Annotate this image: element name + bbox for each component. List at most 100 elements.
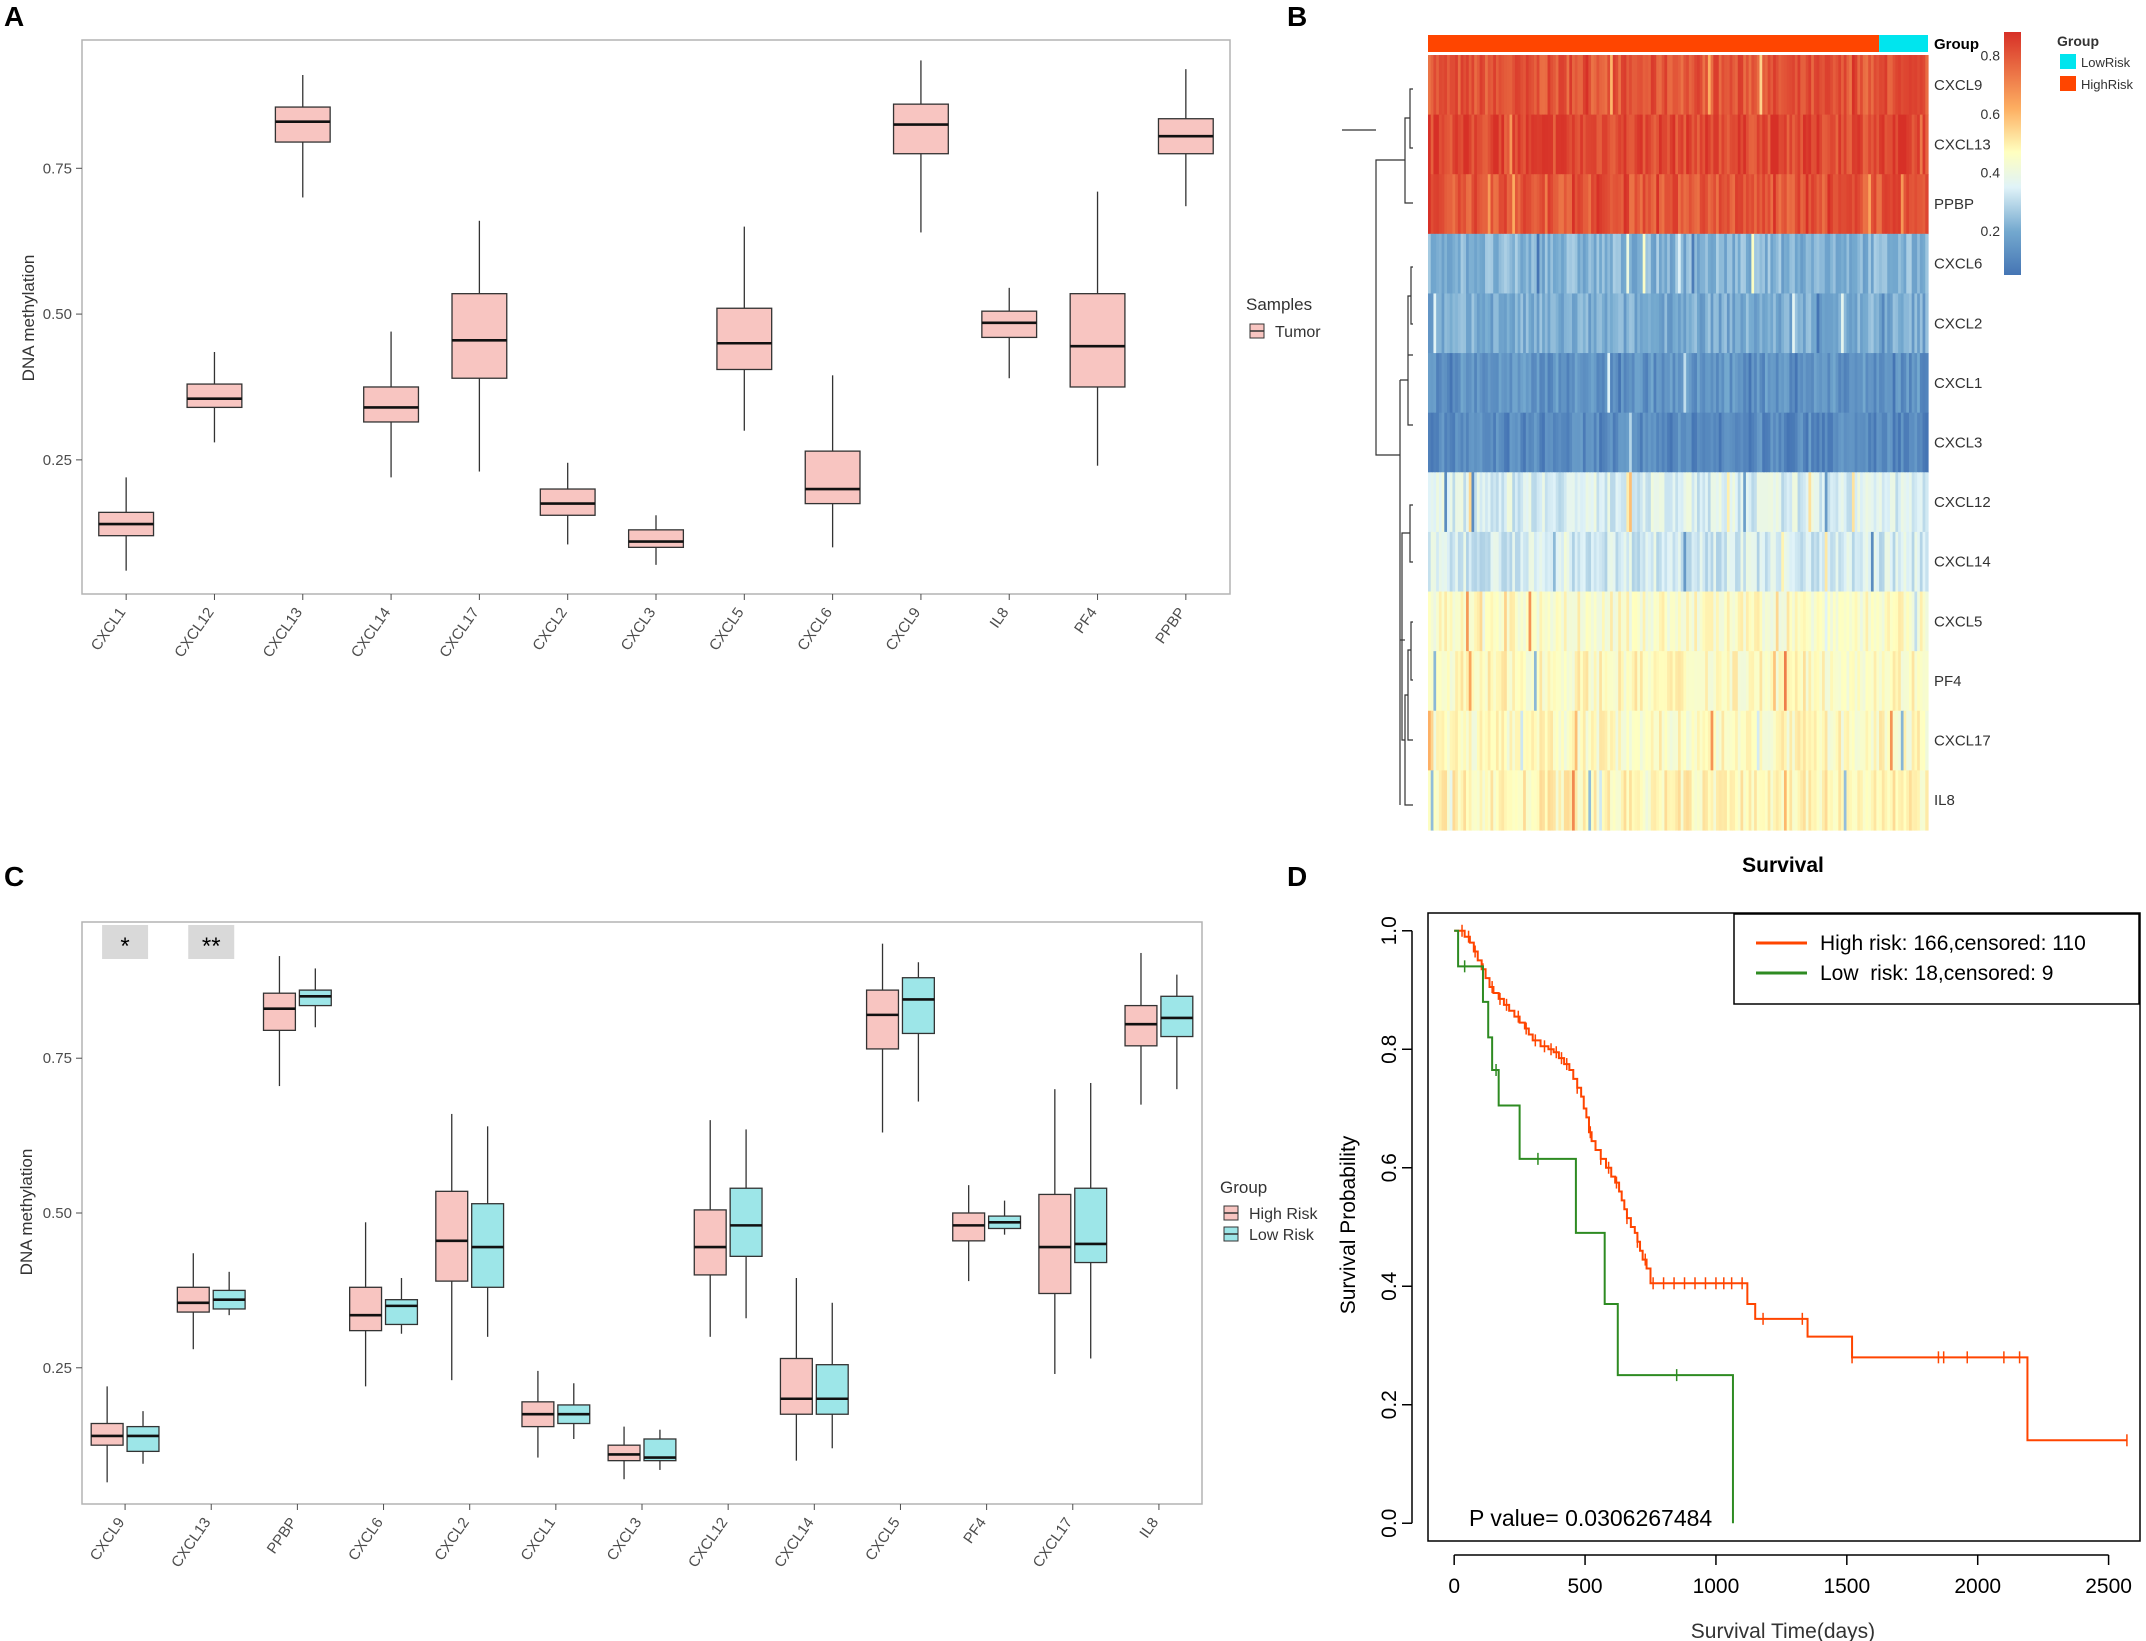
heatmap-cell [1911,174,1916,235]
heatmap-cell [1588,710,1592,771]
heatmap-row-cxcl6 [1428,233,1929,295]
heatmap-cell [1865,55,1869,116]
heatmap-cell [1830,293,1834,354]
y-tick-label: 0.50 [43,1205,72,1222]
heatmap-cell [1490,55,1494,116]
box-iqr [471,1203,505,1288]
heatmap-cell [1441,174,1445,235]
heatmap-cell [1745,710,1750,771]
heatmap-cell [1558,233,1562,295]
heatmap-cell [1919,174,1924,235]
heatmap-cell [1428,591,1432,652]
x-tick-label: 2000 [1954,1575,2001,1598]
heatmap-cell [1667,531,1671,593]
heatmap-cell [1778,531,1782,593]
box-cxcl3-tumor [627,515,685,565]
heatmap-cell [1588,412,1592,473]
heatmap-cell [1661,531,1666,593]
panel-letter-d: D [1287,861,1307,892]
heatmap-cell [1479,472,1483,533]
heatmap-cell [1596,770,1600,831]
heatmap-cell [1490,472,1494,533]
heatmap-cell [1786,472,1791,533]
heatmap-cell [1626,412,1630,473]
heatmap-cell [1743,651,1747,712]
heatmap-cell [1672,651,1676,712]
heatmap-cell [1620,114,1625,175]
heatmap-cell [1822,591,1826,652]
panel-a-legend-title: Samples [1246,295,1312,314]
heatmap-row-pf4 [1428,651,1929,712]
heatmap-cell [1531,591,1535,652]
heatmap-cell [1900,55,1905,116]
heatmap-cell [1873,472,1877,533]
heatmap-cell [1471,651,1475,712]
heatmap-cell [1862,114,1867,175]
heatmap-cell [1751,651,1755,712]
heatmap-cell [1732,293,1736,354]
heatmap-cell [1762,174,1766,235]
heatmap-cell [1732,174,1736,235]
box-iqr [363,386,420,423]
heatmap-cell [1694,531,1698,593]
heatmap-cell [1550,353,1554,414]
heatmap-cell [1634,472,1638,533]
heatmap-cell [1710,651,1714,712]
heatmap-cell [1857,412,1861,473]
heatmap-cell [1542,412,1546,473]
heatmap-cell [1726,472,1731,533]
heatmap-cell [1857,233,1861,295]
box-iqr [539,488,596,516]
heatmap-cell [1444,710,1448,771]
heatmap-cell [1476,114,1481,175]
heatmap-cell [1645,353,1649,414]
heatmap-cell [1428,114,1432,175]
heatmap-cell [1599,591,1603,652]
heatmap-cell [1558,710,1562,771]
heatmap-cell [1889,293,1894,354]
heatmap-cell [1495,651,1500,712]
heatmap-cell [1898,353,1902,414]
heatmap-cell [1716,233,1720,295]
heatmap-cell [1860,412,1864,473]
heatmap-cell [1433,472,1437,533]
heatmap-cell [1487,412,1492,473]
heatmap-cell [1468,770,1473,831]
heatmap-cell [1520,174,1524,235]
heatmap-cell [1471,710,1475,771]
heatmap-cell [1838,412,1842,473]
heatmap-cell [1903,412,1907,473]
heatmap-cell [1889,233,1894,295]
heatmap-cell [1610,591,1614,652]
heatmap-cell [1531,233,1535,295]
box-iqr [176,1286,210,1313]
heatmap-cell [1569,233,1573,295]
heatmap-cell [1572,114,1576,175]
heatmap-cell [1449,55,1454,116]
heatmap-cell [1585,770,1589,831]
heatmap-cell [1748,710,1752,771]
x-tick-label: CXCL1 [88,605,130,654]
heatmap-cell [1767,591,1771,652]
heatmap-cell [1735,353,1739,414]
heatmap-cell [1585,412,1589,473]
box-iqr [865,989,900,1050]
heatmap-cell [1851,114,1856,175]
heatmap-cell [1498,55,1502,116]
heatmap-cell [1553,710,1557,771]
box-pf4-tumor [1069,191,1126,466]
colorbar-tick-label: 0.2 [1981,223,2001,239]
heatmap-cell [1588,174,1592,235]
heatmap-cell [1476,353,1481,414]
heatmap-cell [1683,55,1687,116]
heatmap-cell [1903,174,1907,235]
heatmap-cell [1895,233,1899,295]
heatmap-cell [1653,710,1657,771]
heatmap-cell [1895,531,1899,593]
heatmap-cell [1531,55,1535,116]
heatmap-cell [1786,353,1791,414]
heatmap-cell [1528,114,1532,175]
heatmap-cell [1542,353,1546,414]
heatmap-cell [1822,412,1826,473]
heatmap-cell [1463,651,1467,712]
